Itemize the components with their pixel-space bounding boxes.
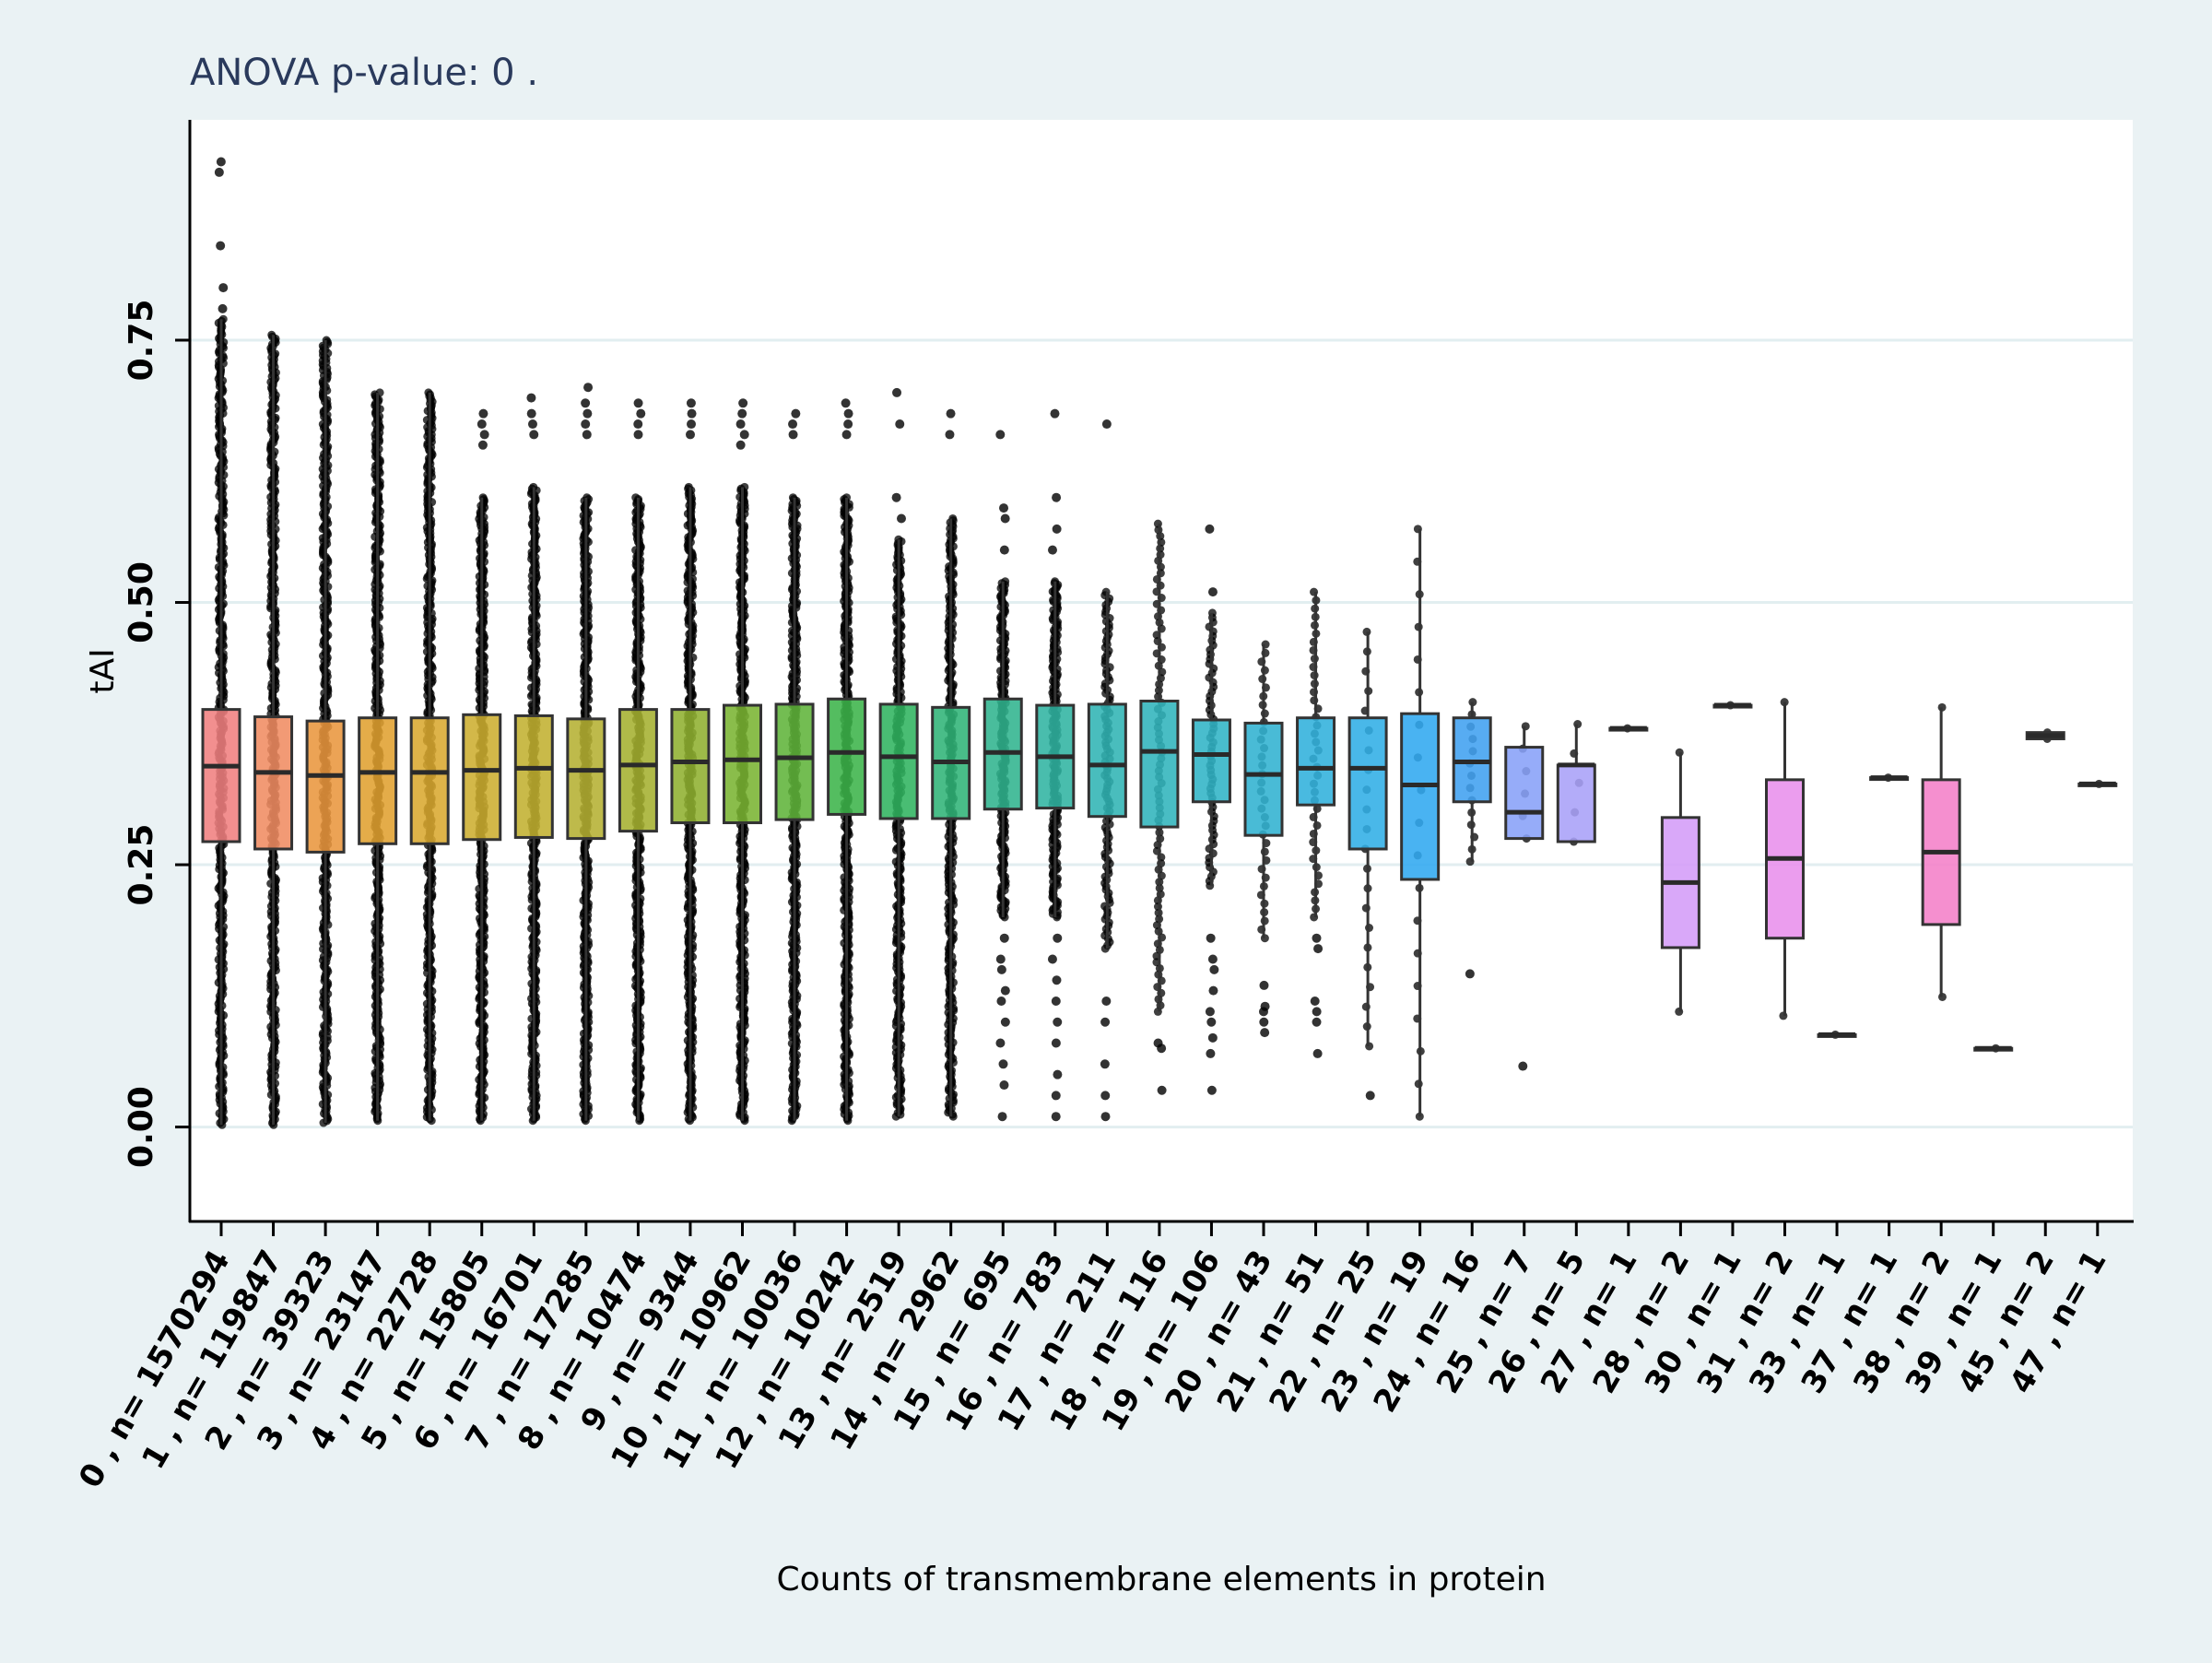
outlier-point [634, 430, 643, 439]
outlier-point [582, 430, 592, 439]
outlier-point [740, 430, 749, 439]
outlier-point [633, 419, 642, 429]
outlier-point [738, 398, 747, 407]
data-point [685, 483, 693, 491]
outlier-point [478, 441, 488, 450]
outlier-point [529, 430, 538, 439]
outlier-point [217, 158, 226, 167]
outlier-point [216, 242, 225, 251]
outlier-point [791, 409, 800, 419]
outlier-point [737, 409, 747, 419]
outlier-point [581, 419, 590, 429]
outlier-point [218, 283, 228, 292]
outlier-point [789, 430, 798, 439]
outlier-point [583, 383, 593, 392]
outlier-point [736, 441, 746, 450]
outlier-point [527, 409, 536, 419]
outlier-point [477, 419, 487, 429]
outlier-point [736, 419, 746, 429]
outlier-point [218, 304, 228, 313]
outlier-point [636, 409, 645, 419]
outlier-point [526, 394, 535, 403]
outlier-point [788, 419, 797, 429]
outlier-point [688, 409, 697, 419]
data-point [789, 493, 797, 501]
outlier-point [528, 419, 537, 429]
outlier-point [581, 398, 590, 407]
outlier-point [686, 430, 695, 439]
outlier-point [687, 398, 696, 407]
outlier-point [480, 430, 489, 439]
outlier-point [634, 398, 643, 407]
outlier-point [687, 419, 696, 429]
outlier-point [478, 409, 488, 419]
outlier-point [582, 409, 592, 419]
outlier-point [215, 168, 224, 177]
